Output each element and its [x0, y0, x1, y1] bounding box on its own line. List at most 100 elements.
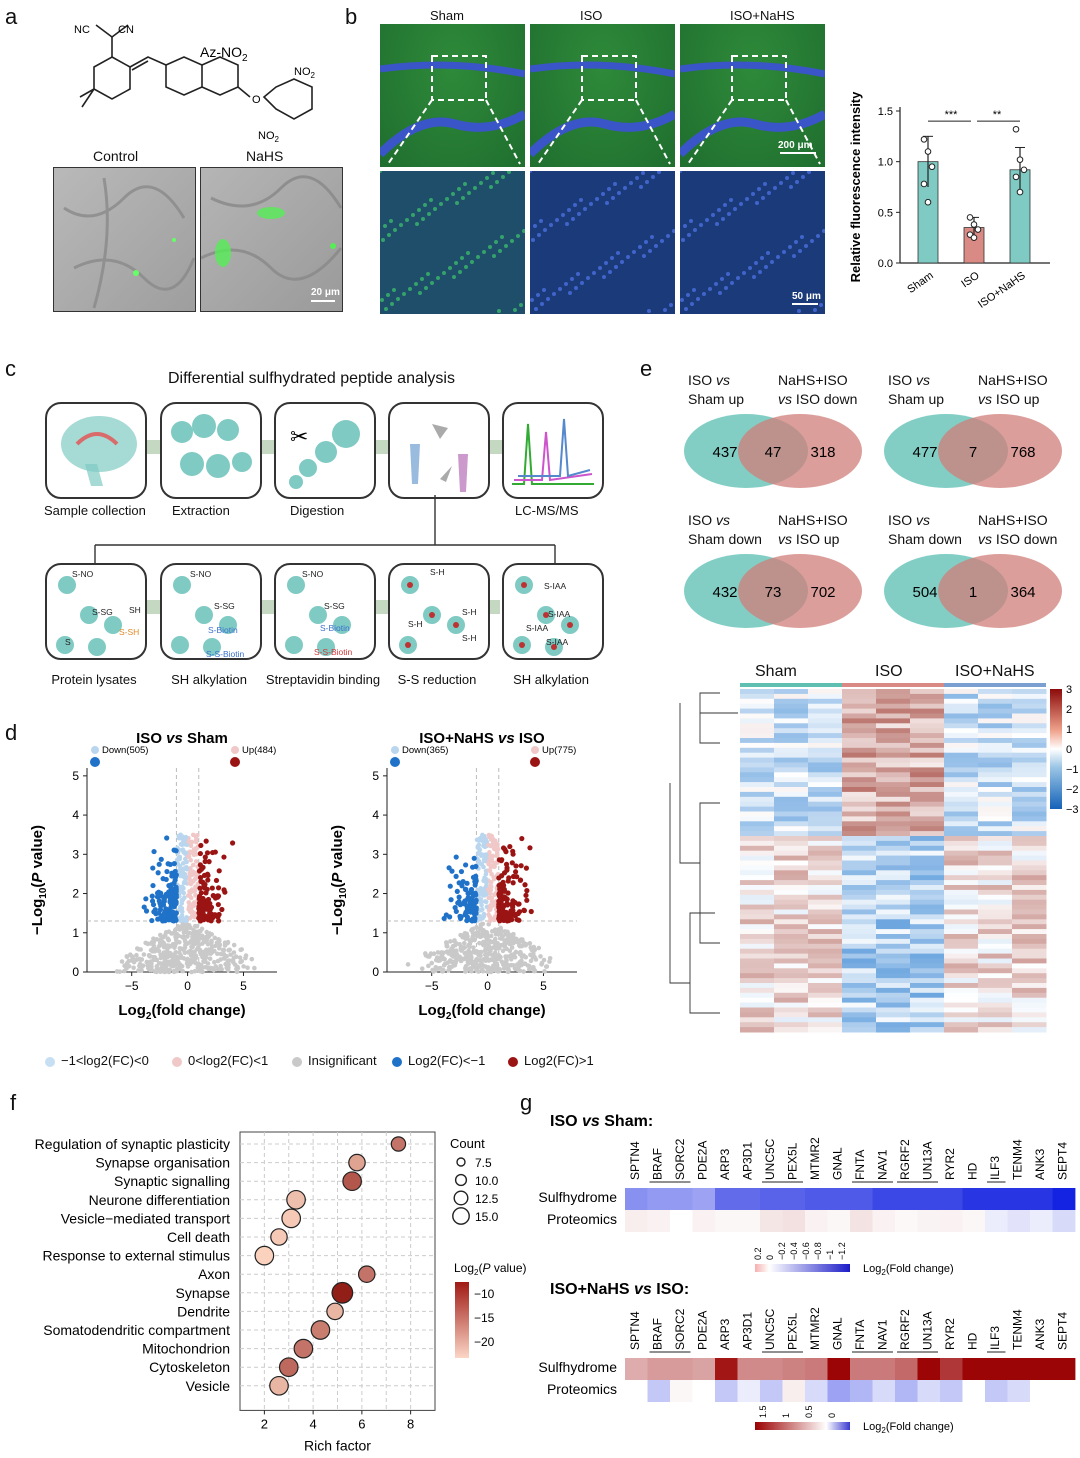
insignificant-point — [149, 961, 154, 966]
up-count: Up(775) — [542, 745, 576, 756]
heatmap-cell — [978, 948, 1013, 955]
heatmap-cell — [944, 742, 979, 749]
insignificant-point — [504, 932, 509, 937]
gene-cell — [827, 1358, 851, 1380]
down-point — [173, 884, 179, 890]
up-point — [205, 877, 211, 883]
heatmap-cell — [842, 708, 877, 714]
heatmap-cell — [740, 757, 775, 763]
heatmap-cell — [1012, 885, 1047, 891]
scale1-bar — [755, 1264, 850, 1272]
heatmap-cell — [876, 738, 911, 744]
heatmap-cell — [740, 875, 775, 881]
heatmap-cell — [944, 909, 979, 915]
y-tick-label: 3 — [372, 847, 379, 861]
gene-label: ARP3 — [718, 1318, 732, 1350]
light-up-point — [491, 875, 496, 880]
heatmap-cell — [978, 919, 1013, 925]
color-tick: −10 — [474, 1287, 495, 1301]
cell-dot — [564, 282, 568, 286]
heatmap-cell — [1012, 1017, 1047, 1023]
down-point — [468, 886, 475, 893]
step-lcms-spectrum — [502, 402, 604, 499]
cell-dot — [669, 303, 673, 307]
gene-cell — [872, 1210, 896, 1232]
cell-dot — [427, 212, 431, 216]
heatmap-group-0: Sham — [755, 663, 797, 680]
heatmap-cell — [1012, 845, 1047, 852]
gene-label: RYR2 — [943, 1318, 957, 1350]
up-point — [498, 858, 504, 864]
heatmap-cell — [740, 968, 775, 974]
heatmap-cell — [774, 889, 809, 896]
venn-left-count: 504 — [912, 584, 937, 601]
cell-dot — [761, 196, 765, 200]
heatmap-cell — [978, 811, 1013, 817]
insignificant-point — [509, 936, 515, 942]
cell-dot — [782, 250, 786, 254]
heatmap-cell — [910, 738, 945, 744]
gene-cell — [647, 1210, 671, 1232]
down-legend-dot — [390, 757, 400, 767]
venn-right-label-3: NaHS+ISO vs ISO down — [978, 512, 1058, 547]
light-up-point — [488, 884, 494, 890]
heatmap-cell — [774, 875, 809, 881]
heatmap-cell — [842, 767, 877, 773]
heatmap-cell — [808, 850, 843, 857]
down-point — [154, 894, 161, 900]
heatmap-cell — [944, 924, 979, 930]
heatmap-cell — [774, 811, 809, 817]
down-point — [458, 868, 465, 875]
heatmap-cell — [876, 801, 911, 808]
insignificant-point — [438, 955, 444, 960]
heatmap-cell — [740, 728, 775, 734]
gene-label: PDE2A — [696, 1311, 710, 1350]
cell-dot — [546, 297, 550, 301]
heatmap-cell — [808, 875, 843, 881]
heatmap-cell — [910, 894, 945, 901]
light-down-point — [483, 891, 489, 897]
reduced-site — [453, 622, 459, 628]
heatmap-cell — [740, 850, 775, 857]
heatmap-cell — [1012, 997, 1047, 1004]
heatmap-cell — [978, 1007, 1013, 1013]
heatmap-cell — [740, 889, 775, 896]
heatmap-cell — [978, 938, 1013, 945]
heatmap-cell — [808, 880, 843, 886]
up-point — [197, 850, 203, 857]
gene-label: PEX5L — [786, 1312, 800, 1350]
protein-sphere — [171, 636, 189, 654]
heatmap-cell — [1012, 934, 1047, 940]
heatmap-cell — [740, 909, 775, 915]
cell-dot — [795, 180, 799, 184]
heatmap-cell — [910, 1022, 945, 1028]
insignificant-point — [114, 969, 120, 974]
heatmap-cell — [978, 831, 1013, 837]
light-down-point — [179, 913, 185, 918]
gene-cell — [827, 1188, 851, 1210]
heatmap-cell — [740, 718, 775, 724]
down-point — [472, 899, 478, 905]
down-point — [156, 861, 162, 867]
reduced-site — [519, 642, 525, 648]
insignificant-point — [221, 947, 227, 953]
heatmap-cell — [774, 831, 809, 837]
gene-cell — [872, 1358, 896, 1380]
heatmap-cell — [808, 787, 843, 793]
gene-label: PDE2A — [696, 1141, 710, 1180]
gene-label: MTMR2 — [808, 1307, 822, 1350]
cell-dot — [424, 286, 428, 290]
y-axis-label: −Log10(P value) — [29, 825, 49, 935]
heatmap-cell — [842, 1017, 877, 1023]
up-point — [205, 896, 212, 903]
insignificant-point — [212, 935, 218, 941]
heatmap-cell — [944, 733, 979, 739]
insignificant-point — [235, 965, 241, 971]
gene-label: UNC5C — [763, 1308, 777, 1350]
heatmap-cell — [808, 894, 843, 901]
heatmap-cell — [910, 992, 945, 999]
insignificant-point — [528, 952, 533, 958]
up-point — [198, 842, 204, 849]
heatmap-cell — [774, 791, 809, 798]
heatmap-cell — [876, 1012, 911, 1018]
